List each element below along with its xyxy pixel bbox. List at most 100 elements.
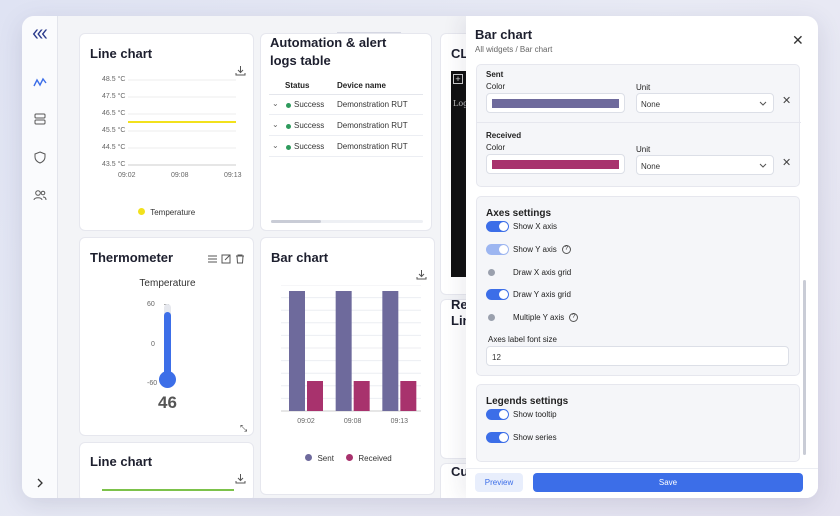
automation-logs-widget: Automation & alert logs table Status Dev…: [260, 33, 432, 231]
series-section: Sent Color Unit None ✕ Received Color Un…: [476, 64, 801, 187]
legend-item-sent[interactable]: Sent: [305, 454, 336, 463]
legend-label: Received: [358, 454, 392, 463]
axes-settings-section: Axes settings Show X axis Show Y axis? D…: [476, 196, 800, 376]
color-label: Color: [486, 143, 506, 152]
sent-unit-select[interactable]: None: [636, 93, 774, 113]
chevron-down-icon[interactable]: ⌄: [272, 99, 279, 108]
font-size-input[interactable]: 12: [486, 346, 789, 366]
bar-sent[interactable]: [289, 291, 305, 411]
download-icon[interactable]: [416, 267, 427, 285]
toggle-label: Show Y axis?: [513, 245, 571, 255]
device-name: Demonstration RUT: [337, 121, 408, 130]
database-icon[interactable]: [31, 110, 49, 128]
widget-title: Thermometer: [90, 250, 174, 265]
toggle-label: Show tooltip: [513, 410, 557, 419]
close-icon[interactable]: ✕: [792, 32, 804, 48]
table-row[interactable]: ⌄ Success Demonstration RUT: [269, 116, 423, 136]
bar-received[interactable]: [400, 381, 417, 411]
horizontal-scrollbar[interactable]: [271, 220, 423, 223]
x-tick: 09:13: [224, 172, 242, 179]
breadcrumb[interactable]: All widgets / Bar chart: [475, 45, 553, 54]
sent-color-picker[interactable]: [486, 93, 625, 113]
table-row[interactable]: ⌄ Success Demonstration RUT: [269, 95, 423, 115]
unit-label: Unit: [636, 145, 651, 154]
section-title: Legends settings: [486, 396, 569, 407]
save-button[interactable]: Save: [533, 473, 803, 492]
legend-label: Sent: [317, 454, 334, 463]
line-plot-area: [128, 79, 236, 166]
plus-icon[interactable]: +: [453, 74, 463, 84]
chevron-down-icon[interactable]: ⌄: [272, 141, 279, 150]
logo-icon[interactable]: [31, 25, 49, 43]
table-row[interactable]: ⌄ Success Demonstration RUT: [269, 137, 423, 157]
preview-button[interactable]: Preview: [475, 473, 523, 492]
x-tick: 09:02: [118, 172, 136, 179]
help-icon[interactable]: ?: [569, 313, 579, 323]
title-line: Lin: [451, 313, 471, 328]
widget-title: Cu: [451, 464, 469, 479]
received-color-picker[interactable]: [486, 154, 625, 174]
x-tick: 09:08: [171, 172, 189, 179]
trash-icon[interactable]: [235, 251, 245, 269]
expand-icon[interactable]: [31, 474, 49, 492]
download-icon[interactable]: [235, 63, 246, 81]
legend-item-received[interactable]: Received: [346, 454, 392, 463]
bar-received[interactable]: [307, 381, 323, 411]
widget-title: CL: [451, 46, 469, 61]
bar-sent[interactable]: [335, 291, 352, 411]
sidebar: [22, 16, 58, 498]
received-unit-select[interactable]: None: [636, 155, 774, 175]
toggle-label: Draw Y axis grid: [513, 290, 571, 299]
activity-icon[interactable]: [31, 74, 49, 92]
show-series-toggle[interactable]: [486, 432, 509, 443]
thermometer-fill: [164, 312, 171, 386]
toggle-label: Show X axis: [513, 222, 558, 231]
x-tick-label: 09:08: [344, 418, 362, 425]
panel-footer: Preview Save: [466, 468, 818, 498]
chevron-down-icon[interactable]: ⌄: [272, 120, 279, 129]
line-chart-widget: Line chart 48.5 °C 47.5 °C 46.5 °C 45.5 …: [79, 33, 254, 231]
widget-title: Line chart: [90, 454, 153, 469]
x-grid-toggle[interactable]: [486, 267, 509, 278]
widget-title: Automation & alert logs table: [270, 34, 386, 70]
column-header-status[interactable]: Status: [285, 81, 310, 90]
y-grid-toggle[interactable]: [486, 289, 509, 300]
scale-tick: 60: [147, 301, 155, 308]
help-icon[interactable]: ?: [561, 245, 571, 255]
y-tick: 46.5 °C: [102, 110, 126, 117]
multiple-y-toggle[interactable]: [486, 312, 509, 323]
divider: [477, 122, 801, 123]
color-label: Color: [486, 82, 506, 91]
remove-series-icon[interactable]: ✕: [782, 157, 792, 169]
column-header-device[interactable]: Device name: [337, 81, 386, 90]
chart-legend[interactable]: Temperature: [138, 208, 195, 217]
y-tick: 48.5 °C: [102, 76, 126, 83]
show-x-axis-toggle[interactable]: [486, 221, 509, 232]
app-window: Line chart 48.5 °C 47.5 °C 46.5 °C 45.5 …: [22, 16, 818, 498]
shield-icon[interactable]: [31, 148, 49, 166]
show-y-axis-toggle[interactable]: [486, 244, 509, 255]
download-icon[interactable]: [235, 471, 246, 489]
show-tooltip-toggle[interactable]: [486, 409, 509, 420]
device-name: Demonstration RUT: [337, 100, 408, 109]
thermometer-bulb: [159, 371, 176, 388]
resize-icon[interactable]: ⤡: [240, 423, 248, 433]
y-tick: 47.5 °C: [102, 93, 126, 100]
table-header-divider: [269, 94, 423, 95]
input-value: 12: [492, 353, 501, 362]
legend-swatch: [138, 208, 145, 215]
log-text: Log: [453, 99, 469, 108]
scale-tick: 0: [151, 341, 155, 348]
series-label-sent: Sent: [486, 70, 504, 79]
unit-label: Unit: [636, 83, 651, 92]
remove-series-icon[interactable]: ✕: [782, 95, 792, 107]
users-icon[interactable]: [31, 186, 49, 204]
bar-chart-widget: Bar chart 09:02 09:08 09:13 Sent Received: [260, 237, 435, 495]
edit-icon[interactable]: [221, 251, 232, 269]
panel-scrollbar[interactable]: [803, 280, 806, 455]
scrollbar-thumb[interactable]: [271, 220, 321, 223]
bar-sent[interactable]: [382, 291, 399, 411]
bar-received[interactable]: [353, 381, 370, 411]
menu-icon[interactable]: [207, 251, 219, 263]
label-text: Multiple Y axis: [513, 313, 565, 322]
